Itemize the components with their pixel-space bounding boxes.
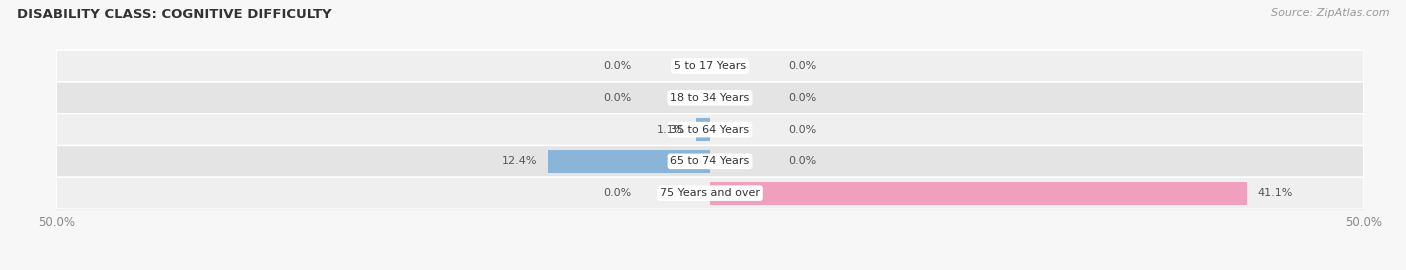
Text: DISABILITY CLASS: COGNITIVE DIFFICULTY: DISABILITY CLASS: COGNITIVE DIFFICULTY: [17, 8, 332, 21]
Bar: [710, 182, 1247, 205]
FancyBboxPatch shape: [56, 114, 1364, 146]
Text: 65 to 74 Years: 65 to 74 Years: [671, 156, 749, 166]
Text: 5 to 17 Years: 5 to 17 Years: [673, 61, 747, 71]
Text: 1.1%: 1.1%: [657, 124, 685, 135]
Text: 0.0%: 0.0%: [603, 61, 631, 71]
Text: Source: ZipAtlas.com: Source: ZipAtlas.com: [1271, 8, 1389, 18]
FancyBboxPatch shape: [56, 177, 1364, 209]
Text: 18 to 34 Years: 18 to 34 Years: [671, 93, 749, 103]
FancyBboxPatch shape: [56, 82, 1364, 114]
Text: 0.0%: 0.0%: [789, 93, 817, 103]
Bar: [696, 118, 710, 141]
FancyBboxPatch shape: [56, 50, 1364, 82]
Text: 0.0%: 0.0%: [603, 188, 631, 198]
Text: 0.0%: 0.0%: [789, 156, 817, 166]
FancyBboxPatch shape: [56, 146, 1364, 177]
Text: 0.0%: 0.0%: [789, 61, 817, 71]
Text: 75 Years and over: 75 Years and over: [659, 188, 761, 198]
Text: 0.0%: 0.0%: [789, 124, 817, 135]
Text: 0.0%: 0.0%: [603, 93, 631, 103]
Text: 35 to 64 Years: 35 to 64 Years: [671, 124, 749, 135]
Text: 12.4%: 12.4%: [502, 156, 537, 166]
Text: 41.1%: 41.1%: [1258, 188, 1294, 198]
Bar: [548, 150, 710, 173]
Legend: Male, Female: Male, Female: [645, 266, 775, 270]
